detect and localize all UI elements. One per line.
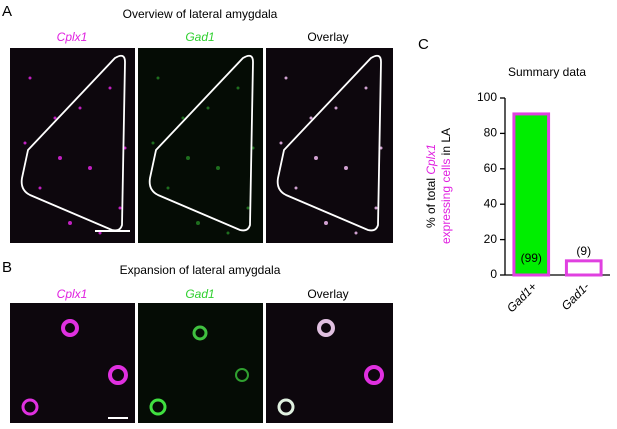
y-axis-label: expressing cells in LA <box>439 128 453 244</box>
bar-annotation: (99) <box>521 251 542 265</box>
x-tick-label: Gad1- <box>559 279 592 312</box>
y-tick-label: 80 <box>484 126 498 140</box>
y-tick-label: 60 <box>484 161 498 175</box>
micrograph <box>138 48 263 243</box>
y-tick-label: 40 <box>484 196 498 210</box>
panel-label: A <box>2 3 12 20</box>
image-label: Gad1 <box>185 287 214 301</box>
bar <box>512 112 551 277</box>
x-tick-label: Gad1+ <box>504 279 540 315</box>
image-label: Gad1 <box>185 30 214 44</box>
bar <box>564 259 603 277</box>
y-axis-label: % of total Cplx1 <box>424 144 438 228</box>
micrograph <box>138 303 263 423</box>
chart-title: Summary data <box>508 65 586 79</box>
y-tick-label: 100 <box>477 90 497 104</box>
image-label: Cplx1 <box>57 287 88 301</box>
y-tick-label: 20 <box>484 232 498 246</box>
bar-annotation: (9) <box>576 244 591 258</box>
panel-title: Overview of lateral amygdala <box>123 7 278 21</box>
micrograph <box>266 48 393 243</box>
image-label: Overlay <box>307 30 348 44</box>
panel-label: B <box>2 259 12 276</box>
micrograph <box>10 48 135 243</box>
image-label: Overlay <box>307 287 348 301</box>
image-label: Cplx1 <box>57 30 88 44</box>
micrograph <box>266 303 393 423</box>
y-tick-label: 0 <box>490 267 497 281</box>
panel-title: Expansion of lateral amygdala <box>120 263 281 277</box>
panel-label: C <box>418 36 429 53</box>
micrograph <box>10 303 135 423</box>
